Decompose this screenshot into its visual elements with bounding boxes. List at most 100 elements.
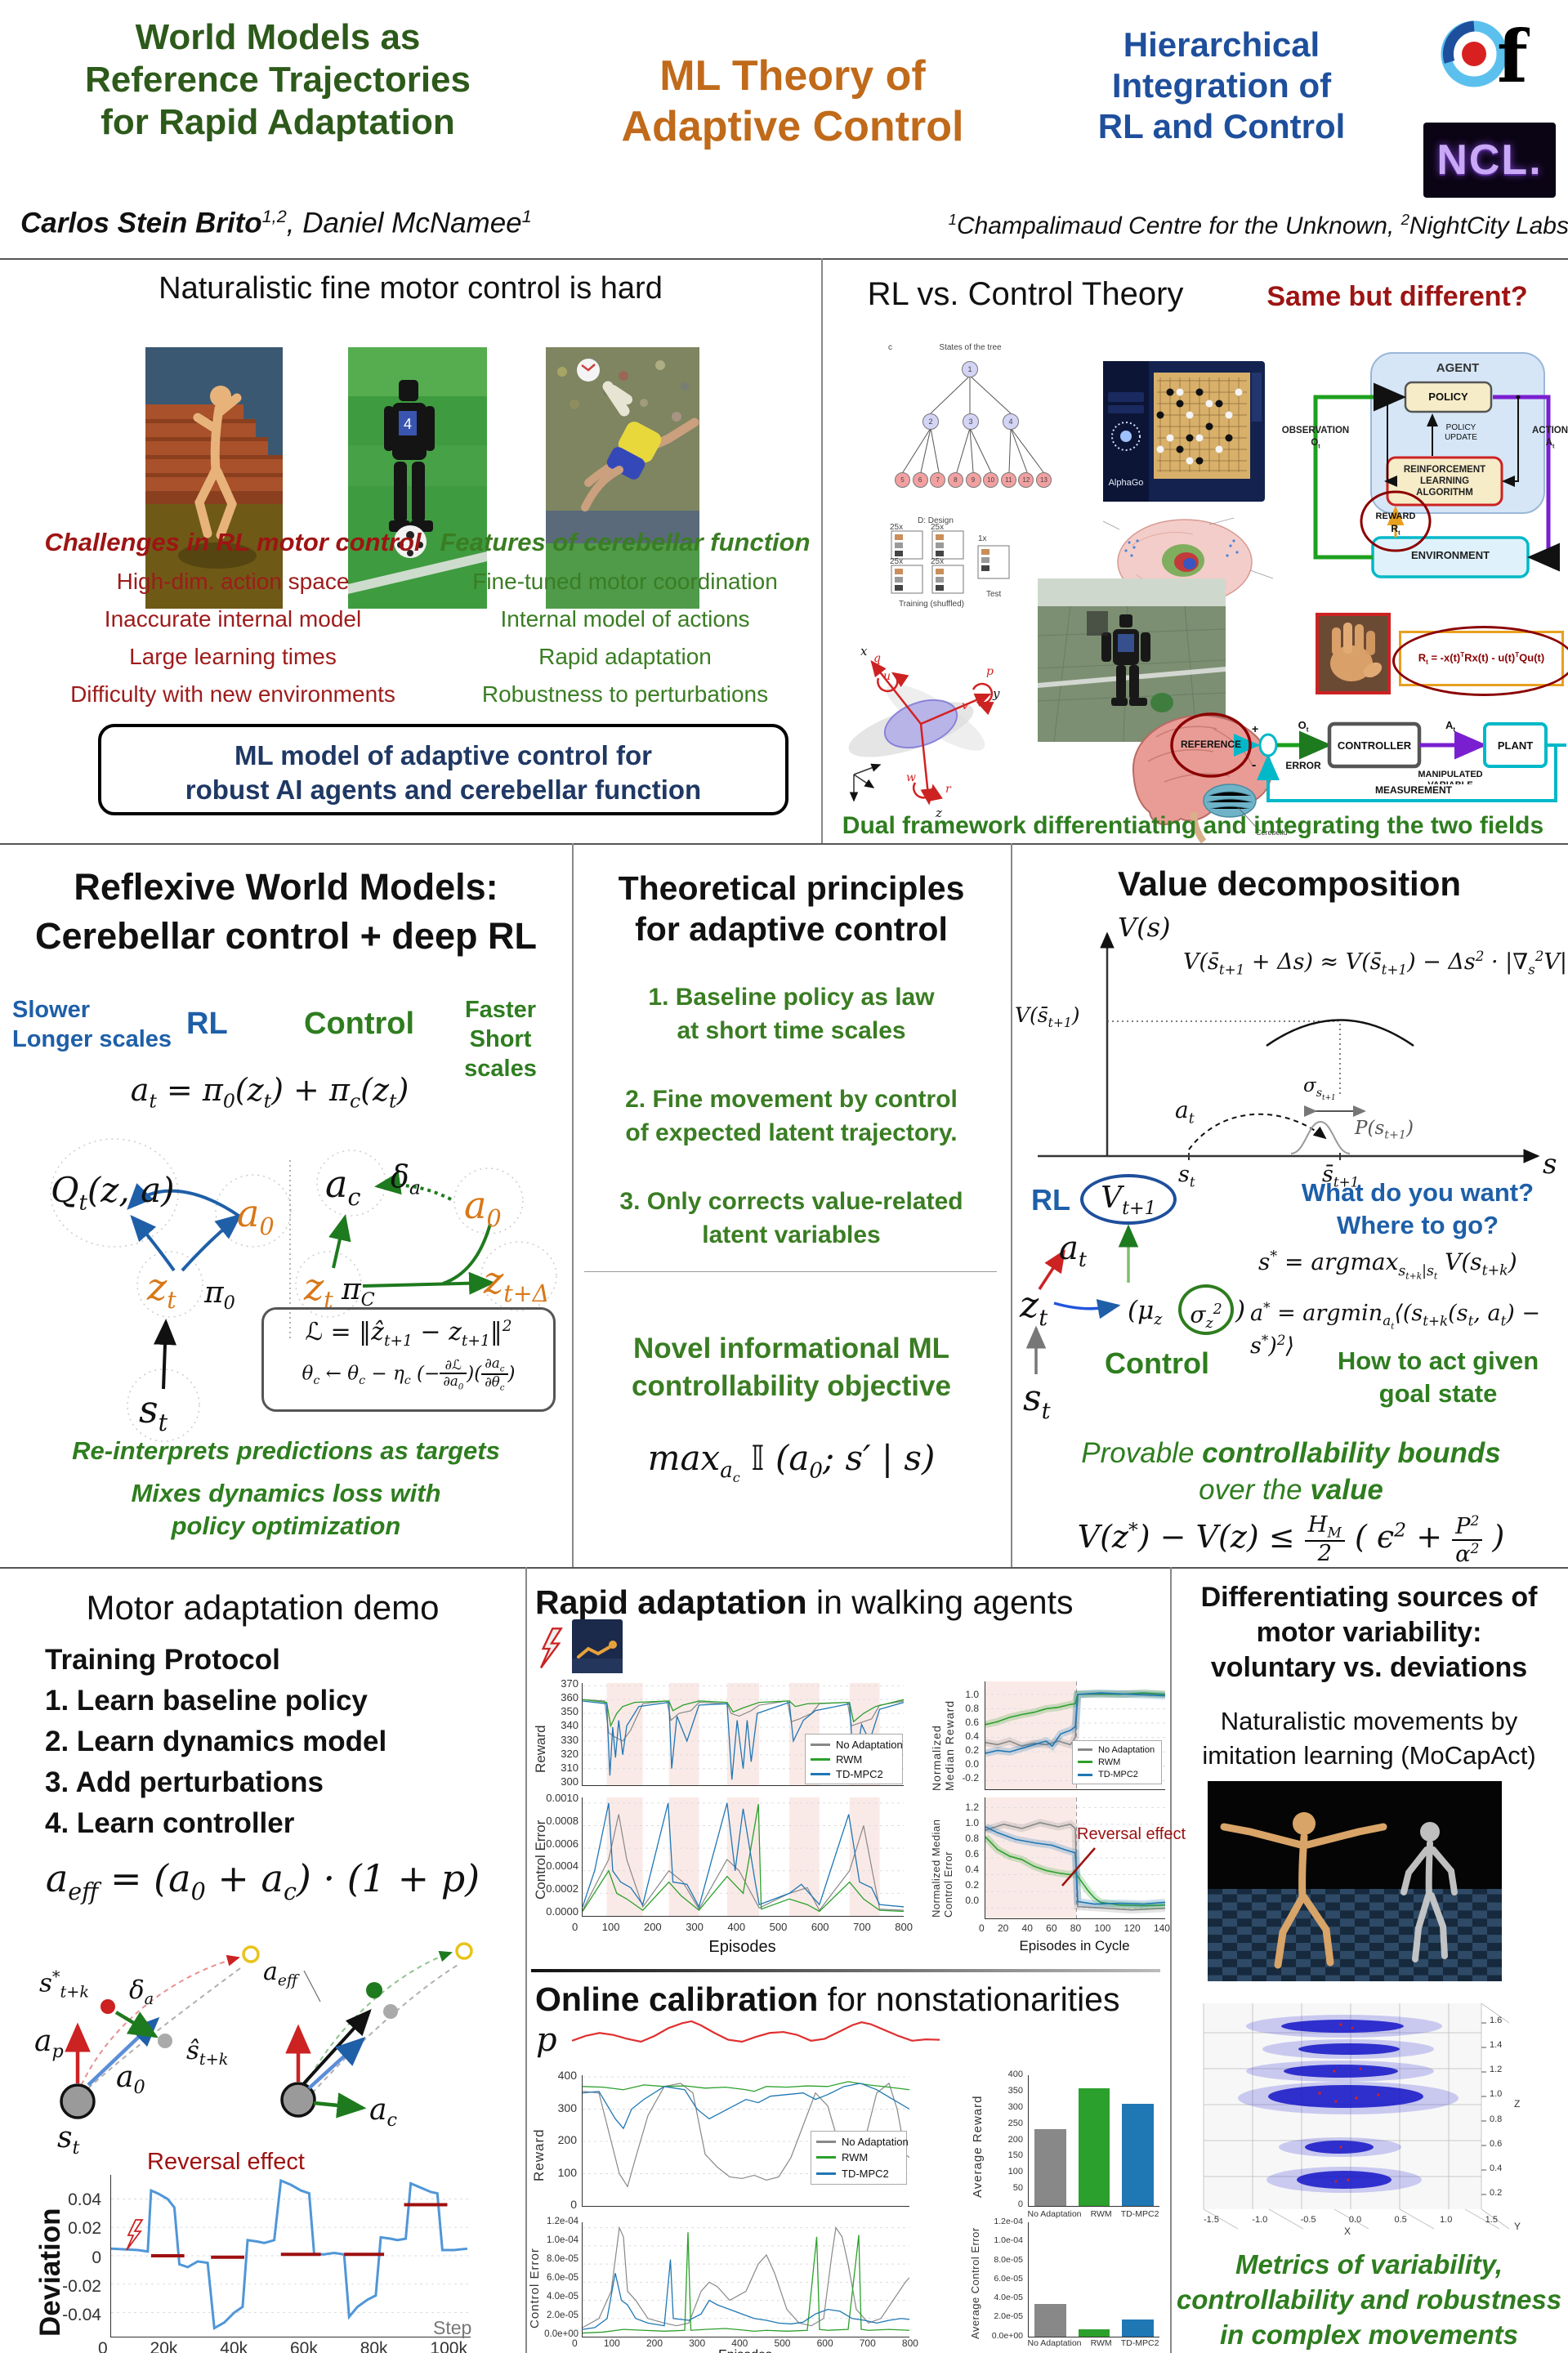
soccer-player-image (546, 347, 699, 609)
card-mult-2: 25x (931, 523, 945, 532)
demo-label-shat: ŝt+k (186, 2036, 229, 2069)
theory-novel: Novel informational ML controllability o… (572, 1330, 1011, 1405)
control-loop-diagram: REFERENCE + - Ot ERROR CONTROLLER At MAN… (1168, 686, 1568, 817)
humanoid-stairs-image (145, 347, 283, 609)
cf-logo-letter: f (1497, 14, 1530, 99)
tick-label: -0.04 (62, 2306, 101, 2324)
rwm-slower-line1: Slower (12, 997, 91, 1023)
bar-No Adaptation (1034, 2304, 1066, 2337)
drone-label-u: u (883, 670, 891, 683)
card-mult-3: 25x (890, 557, 904, 566)
bar-No Adaptation (1034, 2129, 1066, 2206)
legend-row-tdmpc2: TD-MPC2 (811, 1768, 897, 1780)
policy-update-line1: POLICY (1445, 423, 1476, 432)
calib-avgce-bars (1028, 2222, 1159, 2337)
drone-label-r: r (945, 783, 951, 796)
tick-label: 0.0008 (546, 1814, 579, 1827)
rwm-takeaway-2-line2: policy optimization (171, 1511, 401, 1540)
value-mu-label: (μz (1128, 1296, 1163, 1329)
rwm-node-st: st (139, 1387, 168, 1437)
tick-label: 0.0000 (546, 1904, 579, 1918)
rl-algorithm-label: REINFORCEMENT LEARNING ALGORITHM (1387, 464, 1502, 498)
controller-label: CONTROLLER (1337, 739, 1412, 752)
tick-label: 0.8 (965, 1703, 979, 1714)
calib-avgce-yticks: 1.2e-04 1.0e-04 8.0e-05 6.0e-05 4.0e-05 2.0e-… (984, 2217, 1023, 2340)
rwm-takeaway-2-line1: Mixes dynamics loss with (131, 1479, 441, 1507)
walk-reward-ylabel: Reward (533, 1725, 548, 1773)
value-s-label: s (1543, 1148, 1557, 1181)
var-subtitle-line1: Naturalistic movements by (1220, 1707, 1518, 1735)
tick-label: 150 (1007, 2150, 1023, 2161)
poster-title-right-line1: Hierarchical (1123, 25, 1320, 64)
features-title: Features of cerebellar function (440, 528, 811, 556)
tick-label: 13 (1036, 472, 1052, 488)
drone-label-q: q (873, 652, 881, 665)
tick-label: 700 (853, 1921, 871, 1933)
alphago-image: AlphaGo (1103, 361, 1265, 502)
legend-label-tdmpc2: TD-MPC2 (1098, 1770, 1138, 1780)
tick-label: 50 (1012, 2183, 1023, 2194)
tick-label: 0 (570, 2198, 577, 2211)
legend-label-noadapt: No Adaptation (842, 2136, 909, 2149)
value-provable-line2: over the value (1199, 1474, 1383, 1506)
divider-row2 (0, 1567, 1568, 1569)
demo-label-sstar: s*t+k (39, 1967, 89, 2002)
tree-c-label: c (888, 343, 892, 352)
walk-title: Rapid adaptation in walking agents (535, 1583, 1164, 1622)
tick-label: 370 (561, 1677, 579, 1690)
card-mult-4: 25x (931, 557, 945, 566)
var-3d-ylabel: Y (1514, 2221, 1521, 2232)
var-metrics-text: Metrics of variability, controllability … (1175, 2247, 1563, 2352)
calib-avgreward-categories: No Adaptation RWM TD-MPC2 (1023, 2209, 1164, 2219)
value-zt-label: zt (1020, 1284, 1048, 1331)
rwm-node-zt-mid: zt (304, 1265, 333, 1315)
cf-logo: f (1440, 11, 1530, 101)
tick-label: 310 (561, 1761, 579, 1774)
tree-caption: States of the tree (939, 343, 1002, 352)
design-cards-graphic (891, 530, 1010, 594)
demo-vector-graphic (60, 1942, 473, 2119)
value-control-label: Control (1105, 1346, 1209, 1380)
value-sigma2-node: σz2 (1178, 1284, 1234, 1335)
variability-3d-graphic (1203, 2003, 1510, 2230)
walk-reversal-label: Reversal effect (1077, 1825, 1186, 1843)
divider-top-vertical (821, 258, 823, 843)
tick-label: 350 (561, 1705, 579, 1718)
drone-label-x: x (860, 644, 868, 659)
series-No Adaptation (583, 1699, 904, 1741)
tick-label: 10 (983, 472, 999, 488)
tick-label: 7 (930, 472, 946, 488)
tick-label: 1.0 (965, 1689, 979, 1700)
tree-edges (902, 375, 1044, 473)
series-No Adaptation (985, 1823, 1165, 1910)
tick-label: 5 (895, 472, 910, 488)
tick-label: 0 (572, 2337, 578, 2349)
poster-title-left: World Models as Reference Trajectories f… (33, 16, 523, 144)
plant-label: PLANT (1497, 739, 1534, 752)
tick-label: 2 (922, 413, 939, 430)
feature-item-3: Rapid adaptation (538, 644, 712, 669)
walk-nmce-ylabel: Normalized Median Control Error (930, 1819, 954, 1918)
bar-RWM (1078, 2088, 1110, 2206)
challenge-item-2: Inaccurate internal model (104, 606, 362, 632)
tick-label: 20 (997, 1922, 1009, 1934)
robot-number: 4 (404, 416, 412, 432)
value-vnext-node: Vt+1 (1080, 1174, 1177, 1225)
reward-formula-box: Rt = -x(t)TRx(t) - u(t)TQu(t) (1399, 631, 1564, 686)
tick-label: RWM (1090, 2209, 1112, 2219)
tick-label: 0.0 (1348, 2215, 1362, 2225)
tree-level3: 5 6 7 8 9 10 11 12 13 (895, 472, 1052, 488)
value-sstar-equation: s* = argmaxst+k|st V(st+k) (1258, 1248, 1517, 1282)
legend-swatch-blue (816, 2172, 836, 2175)
tick-label: 40k (220, 2339, 248, 2353)
tick-label: 0.0e+00 (991, 2330, 1023, 2341)
drone-dynamics-image: x u q y v p z w r (829, 619, 1013, 824)
tick-label: 100 (557, 2165, 577, 2179)
var-metrics-line3: in complex movements (1220, 2320, 1518, 2350)
calib-title-bold: Online calibration (535, 1980, 819, 2018)
legend-label-noadapt: No Adaptation (1098, 1744, 1155, 1755)
tick-label: 1.0 (1440, 2215, 1453, 2225)
tick-label: 2.0e-05 (994, 2311, 1023, 2322)
rl-loop-diagram: AGENT POLICY POLICY UPDATE REINFORCEMENT… (1282, 337, 1568, 590)
var-3d-zticks: 1.6 1.4 1.2 1.0 0.8 0.6 0.4 0.2 (1490, 2016, 1509, 2198)
